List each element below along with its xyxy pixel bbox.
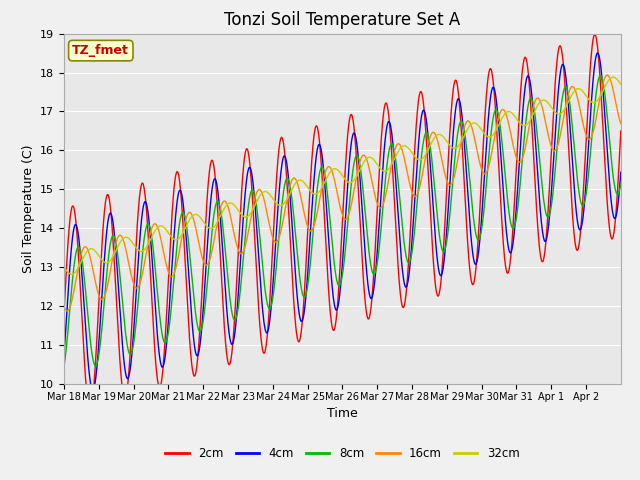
2cm [474, 240, 482, 246]
8cm [556, 122, 563, 128]
16cm [328, 168, 336, 174]
16cm [556, 136, 563, 142]
32cm [60, 264, 68, 270]
2cm [148, 290, 156, 296]
4cm [474, 254, 482, 260]
2cm [60, 311, 68, 317]
16cm [617, 120, 625, 126]
X-axis label: Time: Time [327, 407, 358, 420]
Text: TZ_fmet: TZ_fmet [72, 44, 129, 57]
16cm [317, 186, 325, 192]
Line: 8cm: 8cm [64, 75, 621, 367]
2cm [317, 165, 325, 171]
2cm [591, 32, 598, 37]
8cm [60, 364, 68, 370]
16cm [474, 152, 482, 157]
2cm [86, 408, 94, 413]
8cm [617, 180, 625, 186]
8cm [147, 230, 155, 236]
2cm [556, 43, 563, 49]
32cm [68, 271, 76, 277]
16cm [60, 303, 68, 309]
32cm [611, 74, 618, 80]
32cm [317, 185, 325, 191]
4cm [89, 387, 97, 393]
Title: Tonzi Soil Temperature Set A: Tonzi Soil Temperature Set A [224, 11, 461, 29]
8cm [317, 165, 325, 170]
32cm [148, 235, 156, 240]
32cm [556, 111, 563, 117]
32cm [609, 74, 617, 80]
4cm [328, 283, 336, 288]
16cm [611, 92, 618, 98]
4cm [617, 169, 625, 175]
4cm [556, 76, 563, 82]
2cm [328, 324, 336, 329]
Line: 16cm: 16cm [64, 75, 621, 311]
8cm [328, 236, 335, 241]
Y-axis label: Soil Temperature (C): Soil Temperature (C) [22, 144, 35, 273]
Line: 2cm: 2cm [64, 35, 621, 410]
8cm [474, 237, 481, 242]
4cm [594, 50, 602, 56]
32cm [617, 81, 625, 87]
16cm [63, 308, 71, 314]
4cm [317, 149, 325, 155]
16cm [604, 72, 611, 78]
8cm [596, 72, 604, 78]
4cm [148, 247, 156, 252]
4cm [60, 352, 68, 358]
4cm [611, 216, 618, 221]
Legend: 2cm, 4cm, 8cm, 16cm, 32cm: 2cm, 4cm, 8cm, 16cm, 32cm [161, 443, 524, 465]
16cm [148, 226, 156, 232]
32cm [474, 122, 482, 128]
Line: 32cm: 32cm [64, 77, 621, 274]
Line: 4cm: 4cm [64, 53, 621, 390]
32cm [328, 167, 336, 173]
2cm [611, 228, 618, 233]
8cm [610, 179, 618, 185]
2cm [617, 128, 625, 134]
